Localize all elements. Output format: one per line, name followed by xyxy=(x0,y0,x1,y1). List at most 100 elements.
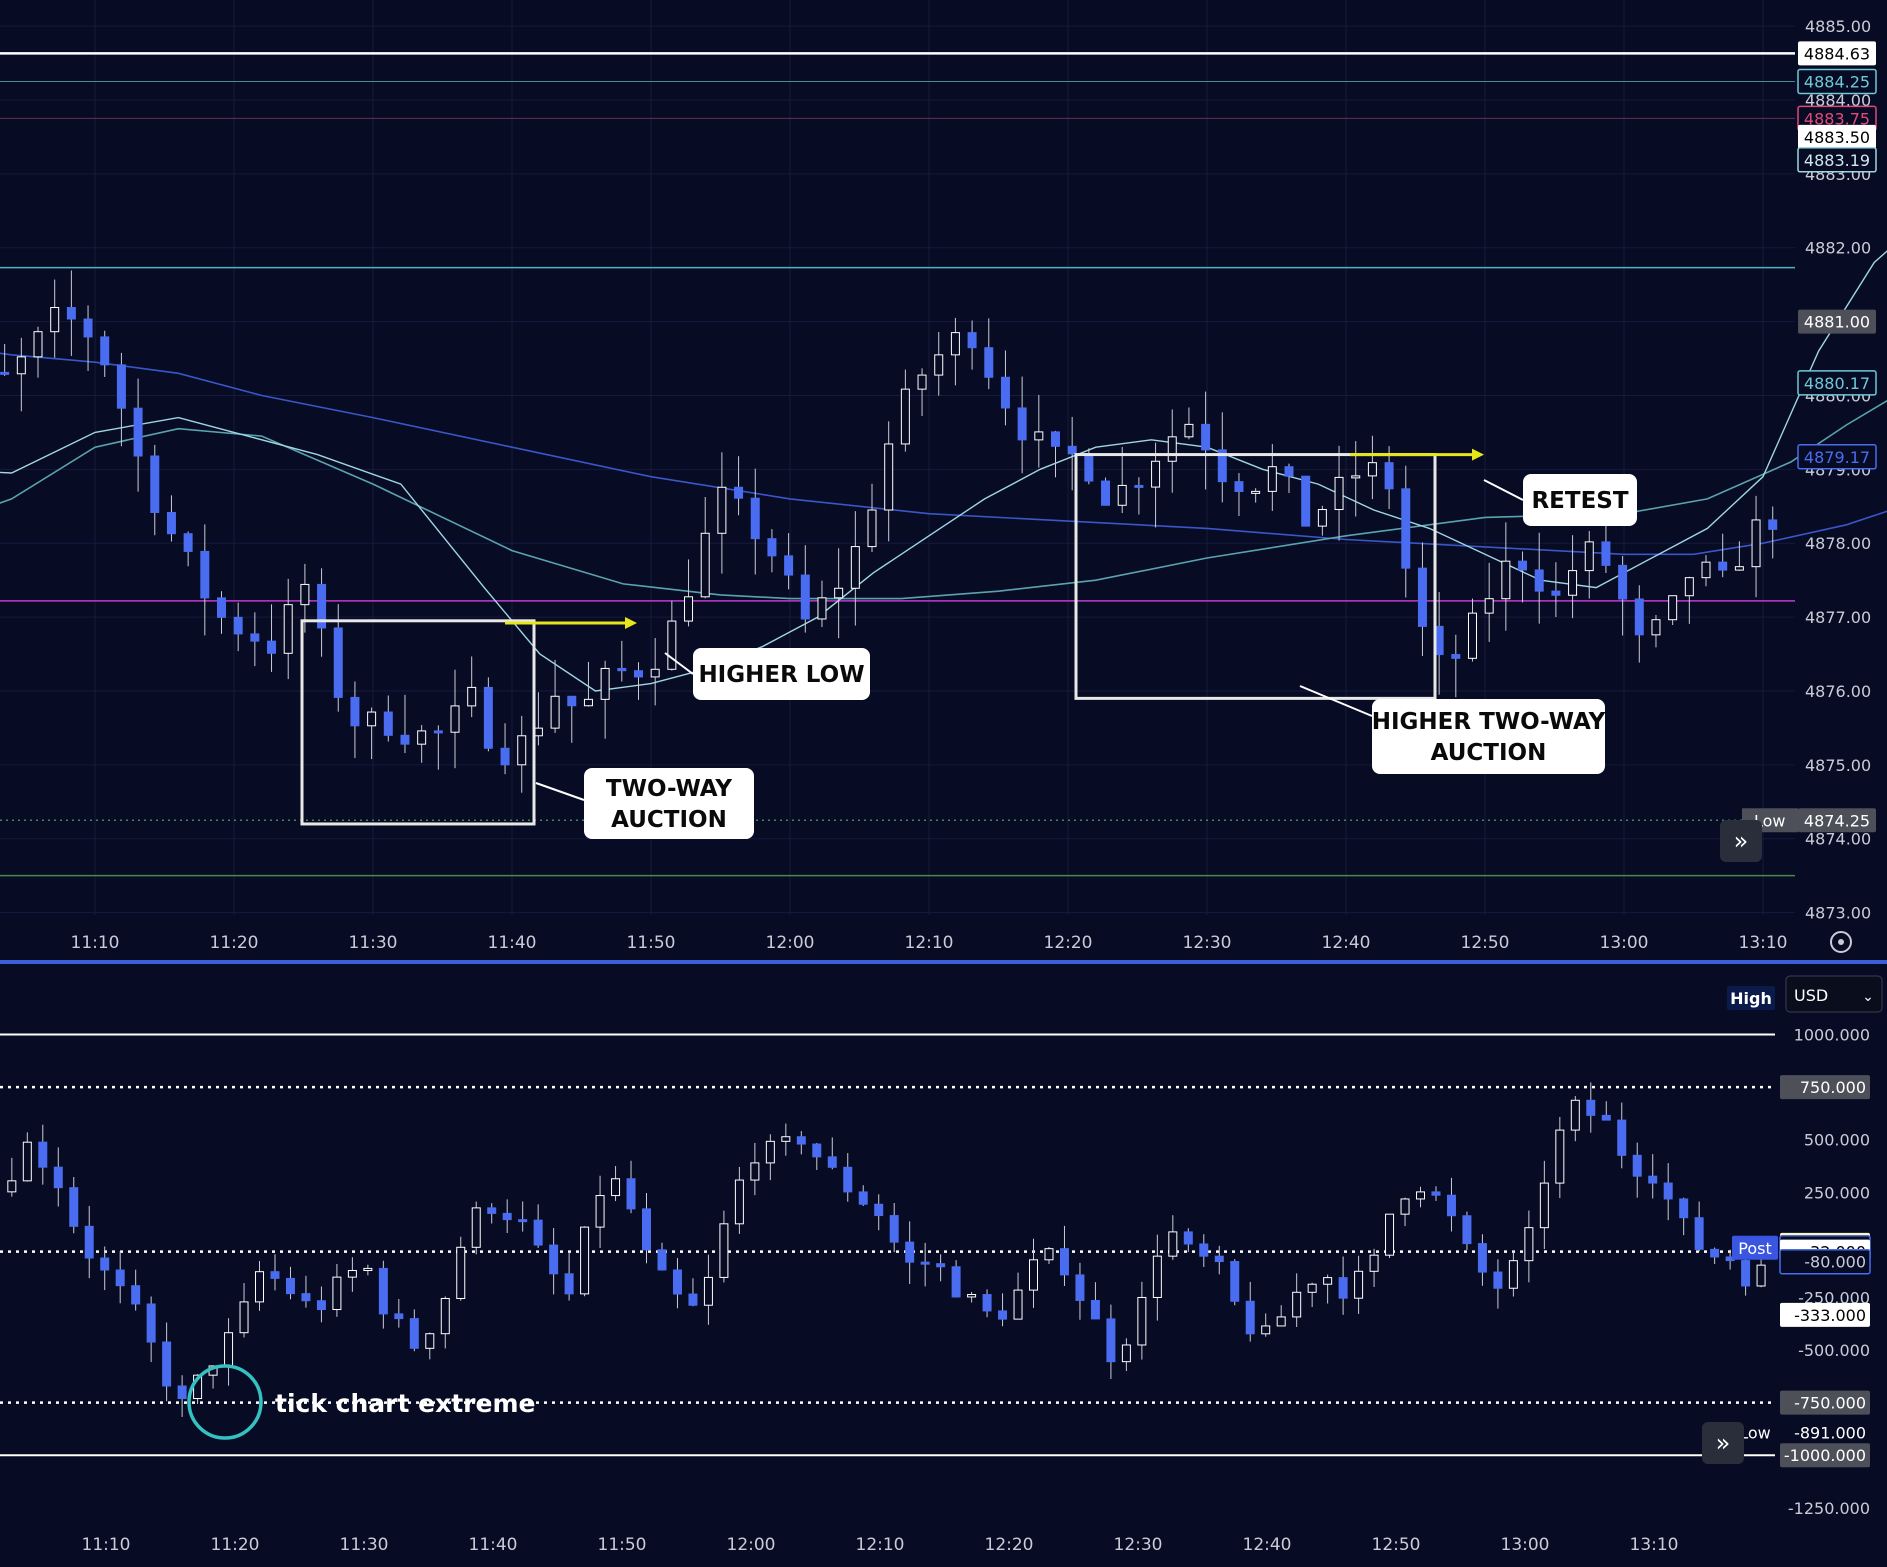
price-candle-bear xyxy=(1101,480,1111,506)
tick-candle-bear xyxy=(285,1277,295,1295)
tick-candle-bull xyxy=(703,1276,713,1306)
tick-candle-bear xyxy=(905,1241,915,1263)
price-candle-bull xyxy=(50,307,60,333)
price-candle-bear xyxy=(1417,567,1427,627)
price-candle-bear xyxy=(1451,654,1461,659)
price-candle-bull xyxy=(1267,466,1277,492)
price-candle-bull xyxy=(1568,570,1578,596)
price-candle-bull xyxy=(417,730,427,745)
tick-candle-bear xyxy=(626,1178,636,1210)
tick-candle-bull xyxy=(22,1141,32,1182)
tick-candle-bear xyxy=(1477,1243,1487,1273)
price-candle-bear xyxy=(1718,561,1728,571)
price-candle-bull xyxy=(517,735,527,766)
tick-axis-tick-label: -500.000 xyxy=(1798,1341,1870,1360)
price-candle-bear xyxy=(150,455,160,513)
price-time-label: 12:20 xyxy=(1044,933,1093,953)
price-candle-bull xyxy=(1734,566,1744,571)
tick-candle-bear xyxy=(1214,1255,1224,1263)
tick-value-label: -891.000 Low xyxy=(1732,1420,1870,1445)
tick-value-label: -80.000 xyxy=(1779,1248,1871,1275)
price-value-label-text: 4883.19 xyxy=(1804,151,1870,170)
tick-candle-bull xyxy=(7,1180,17,1193)
price-time-label: 11:10 xyxy=(71,933,120,953)
price-candle-bull xyxy=(16,356,26,375)
yellow-arrow-retest xyxy=(1350,448,1484,461)
tick-candle-bull xyxy=(1508,1260,1518,1289)
price-candle-bull xyxy=(1484,598,1494,614)
tick-value-label-text: -1000.000 xyxy=(1784,1446,1866,1465)
tick-candle-bear xyxy=(889,1215,899,1243)
tick-candle-bear xyxy=(858,1191,868,1205)
tick-value-label-text: -333.000 xyxy=(1794,1306,1866,1325)
price-value-label-text: 4883.75 xyxy=(1804,109,1870,128)
price-candle-bear xyxy=(1067,445,1077,455)
tick-time-label: 12:20 xyxy=(985,1535,1034,1555)
tick-candle-bull xyxy=(765,1140,775,1164)
tick-candle-bear xyxy=(1338,1277,1348,1299)
price-candle-bear xyxy=(1534,569,1544,592)
arrow-head xyxy=(625,617,637,630)
price-candle-bull xyxy=(1317,509,1327,527)
tick-candle-bear xyxy=(316,1300,326,1311)
tick-value-label-text: -891.000 xyxy=(1794,1423,1866,1442)
tick-extreme-circle xyxy=(187,1364,263,1440)
tick-candle-bear xyxy=(1106,1318,1116,1363)
tick-time-label: 11:30 xyxy=(340,1535,389,1555)
price-candle-bear xyxy=(233,616,243,635)
tick-candle-bear xyxy=(38,1141,48,1168)
tick-candle-bear xyxy=(69,1187,79,1227)
price-candle-bear xyxy=(1634,598,1644,636)
tick-candle-bear xyxy=(1075,1274,1085,1301)
callout-text: HIGHER LOW xyxy=(698,662,864,688)
price-value-label: 4874.25 xyxy=(1798,808,1876,833)
callout-retest: RETEST xyxy=(1483,474,1637,526)
tick-candle-bull xyxy=(1152,1255,1162,1298)
tick-candle-bull xyxy=(967,1294,977,1298)
tick-candle-bear xyxy=(270,1271,280,1279)
tick-candle-bear xyxy=(1183,1231,1193,1245)
tick-value-label-text: -80.000 xyxy=(1804,1253,1866,1272)
tick-candle-bear xyxy=(394,1313,404,1320)
tick-value-label: -750.000 xyxy=(1780,1390,1870,1415)
tick-time-label: 12:50 xyxy=(1372,1535,1421,1555)
tick-candle-bear xyxy=(1679,1198,1689,1219)
tick-value-label-text: 750.000 xyxy=(1800,1078,1866,1097)
price-value-label-bg xyxy=(1798,124,1876,149)
price-candle-bear xyxy=(1518,560,1528,571)
callout-higher-two-way-auction: HIGHER TWO-WAY AUCTION xyxy=(1299,685,1606,774)
callout-pointer xyxy=(1299,685,1373,717)
tick-candle-bull xyxy=(1168,1231,1178,1257)
tick-candle-bull xyxy=(1416,1191,1426,1200)
tick-axis-tick-label: -250.000 xyxy=(1798,1288,1870,1307)
tick-candle-bull xyxy=(332,1276,342,1311)
price-candle-bull xyxy=(1184,423,1194,438)
tick-candle-bull xyxy=(1013,1289,1023,1320)
price-candle-bear xyxy=(66,307,76,320)
price-candle-bull xyxy=(1167,436,1177,462)
price-candle-bull xyxy=(1367,462,1377,477)
callout-box xyxy=(1523,474,1637,526)
price-candle-bear xyxy=(216,597,226,618)
price-candle-bear xyxy=(567,695,577,707)
price-candle-bull xyxy=(283,604,293,654)
price-time-label: 13:00 xyxy=(1600,933,1649,953)
price-value-label: 4883.19 xyxy=(1797,147,1877,173)
price-candle-bull xyxy=(1034,431,1044,441)
price-panel: TWO-WAY AUCTION HIGHER LOW HIGHER TWO-WAY AU… xyxy=(0,0,1887,964)
price-time-label: 11:40 xyxy=(488,933,537,953)
price-candle-bear xyxy=(317,583,327,629)
tick-time-label: 12:00 xyxy=(727,1535,776,1555)
tick-axis-tick-label: 1000.000 xyxy=(1794,1026,1870,1045)
tick-candle-bear xyxy=(812,1143,822,1158)
price-candle-bull xyxy=(1351,475,1361,479)
price-value-label-text: 4880.17 xyxy=(1804,374,1870,393)
price-candle-bear xyxy=(800,574,810,620)
price-candle-bull xyxy=(583,698,593,707)
double-chevron-icon: » xyxy=(1734,827,1749,855)
price-candle-bull xyxy=(1467,612,1477,659)
tick-candle-bear xyxy=(1199,1243,1209,1257)
tick-candle-bear xyxy=(642,1208,652,1251)
price-time-label: 11:20 xyxy=(210,933,259,953)
price-value-label-bg xyxy=(1798,41,1876,66)
